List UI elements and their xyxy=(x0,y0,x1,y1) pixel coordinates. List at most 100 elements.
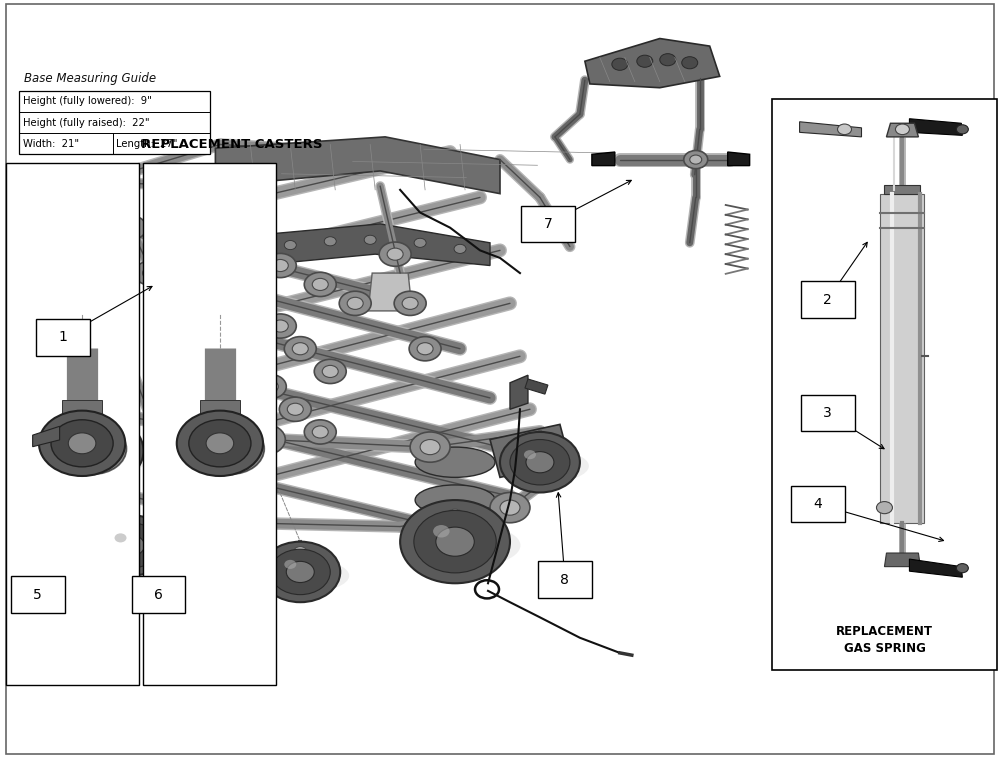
Text: Height (fully raised):  22": Height (fully raised): 22" xyxy=(23,117,149,127)
Circle shape xyxy=(500,432,580,493)
Circle shape xyxy=(612,58,628,70)
Circle shape xyxy=(197,423,264,475)
Ellipse shape xyxy=(261,559,349,592)
Circle shape xyxy=(287,403,303,415)
Circle shape xyxy=(68,433,96,454)
Circle shape xyxy=(76,437,91,447)
Circle shape xyxy=(402,297,418,309)
FancyBboxPatch shape xyxy=(521,205,575,242)
Circle shape xyxy=(144,310,176,334)
Ellipse shape xyxy=(48,434,153,475)
FancyBboxPatch shape xyxy=(132,577,185,612)
Circle shape xyxy=(272,259,288,271)
Text: REPLACEMENT
GAS SPRING: REPLACEMENT GAS SPRING xyxy=(836,625,933,655)
Polygon shape xyxy=(255,224,490,265)
Bar xyxy=(143,164,276,685)
Circle shape xyxy=(417,343,433,355)
Polygon shape xyxy=(800,122,861,137)
Text: 2: 2 xyxy=(823,293,832,306)
Text: Height (fully lowered):  9": Height (fully lowered): 9" xyxy=(23,96,152,106)
Circle shape xyxy=(177,411,263,476)
Circle shape xyxy=(89,408,103,418)
Circle shape xyxy=(124,518,137,528)
Circle shape xyxy=(264,253,296,277)
Circle shape xyxy=(230,515,250,531)
Circle shape xyxy=(294,547,307,556)
Circle shape xyxy=(510,440,570,485)
Circle shape xyxy=(284,337,316,361)
Circle shape xyxy=(322,365,338,377)
FancyBboxPatch shape xyxy=(801,281,855,318)
Circle shape xyxy=(279,397,311,421)
Circle shape xyxy=(206,433,234,454)
Circle shape xyxy=(254,374,286,399)
Polygon shape xyxy=(592,152,615,166)
Circle shape xyxy=(115,215,146,240)
Ellipse shape xyxy=(400,522,520,568)
Polygon shape xyxy=(886,124,918,137)
Circle shape xyxy=(245,424,285,455)
Polygon shape xyxy=(215,137,500,193)
Circle shape xyxy=(410,432,450,462)
Circle shape xyxy=(60,424,132,478)
Circle shape xyxy=(86,398,126,428)
Circle shape xyxy=(270,550,330,594)
Circle shape xyxy=(48,415,143,487)
Circle shape xyxy=(117,535,144,556)
Circle shape xyxy=(433,525,450,537)
Polygon shape xyxy=(490,424,570,478)
Circle shape xyxy=(255,432,275,447)
Circle shape xyxy=(524,450,536,459)
Circle shape xyxy=(526,452,554,473)
Circle shape xyxy=(414,238,426,247)
Text: REPLACEMENT CASTERS: REPLACEMENT CASTERS xyxy=(141,138,322,151)
Circle shape xyxy=(364,235,376,244)
Circle shape xyxy=(101,523,160,568)
Circle shape xyxy=(420,440,440,455)
Circle shape xyxy=(304,272,336,296)
Ellipse shape xyxy=(92,533,179,566)
Circle shape xyxy=(59,423,127,475)
Ellipse shape xyxy=(415,485,495,515)
Circle shape xyxy=(838,124,852,135)
Circle shape xyxy=(956,125,968,134)
Text: Length:  27": Length: 27" xyxy=(116,139,178,149)
Circle shape xyxy=(439,503,471,528)
Circle shape xyxy=(286,562,314,583)
Polygon shape xyxy=(525,379,548,394)
Circle shape xyxy=(684,151,708,169)
Circle shape xyxy=(123,221,139,233)
Polygon shape xyxy=(510,375,528,409)
Bar xyxy=(880,193,924,523)
Circle shape xyxy=(304,420,336,444)
Circle shape xyxy=(272,320,288,332)
Circle shape xyxy=(312,426,328,438)
Circle shape xyxy=(142,267,158,279)
Circle shape xyxy=(409,337,441,361)
Circle shape xyxy=(82,402,110,424)
Bar xyxy=(19,91,210,155)
Circle shape xyxy=(682,57,698,69)
Circle shape xyxy=(264,314,296,338)
Circle shape xyxy=(292,343,308,355)
Polygon shape xyxy=(884,553,920,567)
Ellipse shape xyxy=(501,449,589,483)
Circle shape xyxy=(39,411,125,476)
Bar xyxy=(772,99,997,670)
Bar xyxy=(6,164,139,685)
Circle shape xyxy=(152,316,168,328)
Circle shape xyxy=(454,244,466,253)
Circle shape xyxy=(387,248,403,260)
Text: Base Measuring Guide: Base Measuring Guide xyxy=(24,73,156,86)
Text: 5: 5 xyxy=(33,587,42,602)
Circle shape xyxy=(414,510,496,573)
Circle shape xyxy=(339,291,371,315)
Circle shape xyxy=(260,542,340,602)
Circle shape xyxy=(106,485,126,500)
Text: 4: 4 xyxy=(813,496,822,511)
Circle shape xyxy=(660,54,676,66)
FancyBboxPatch shape xyxy=(791,486,845,522)
Ellipse shape xyxy=(415,447,495,478)
Circle shape xyxy=(876,502,892,514)
Circle shape xyxy=(347,297,363,309)
